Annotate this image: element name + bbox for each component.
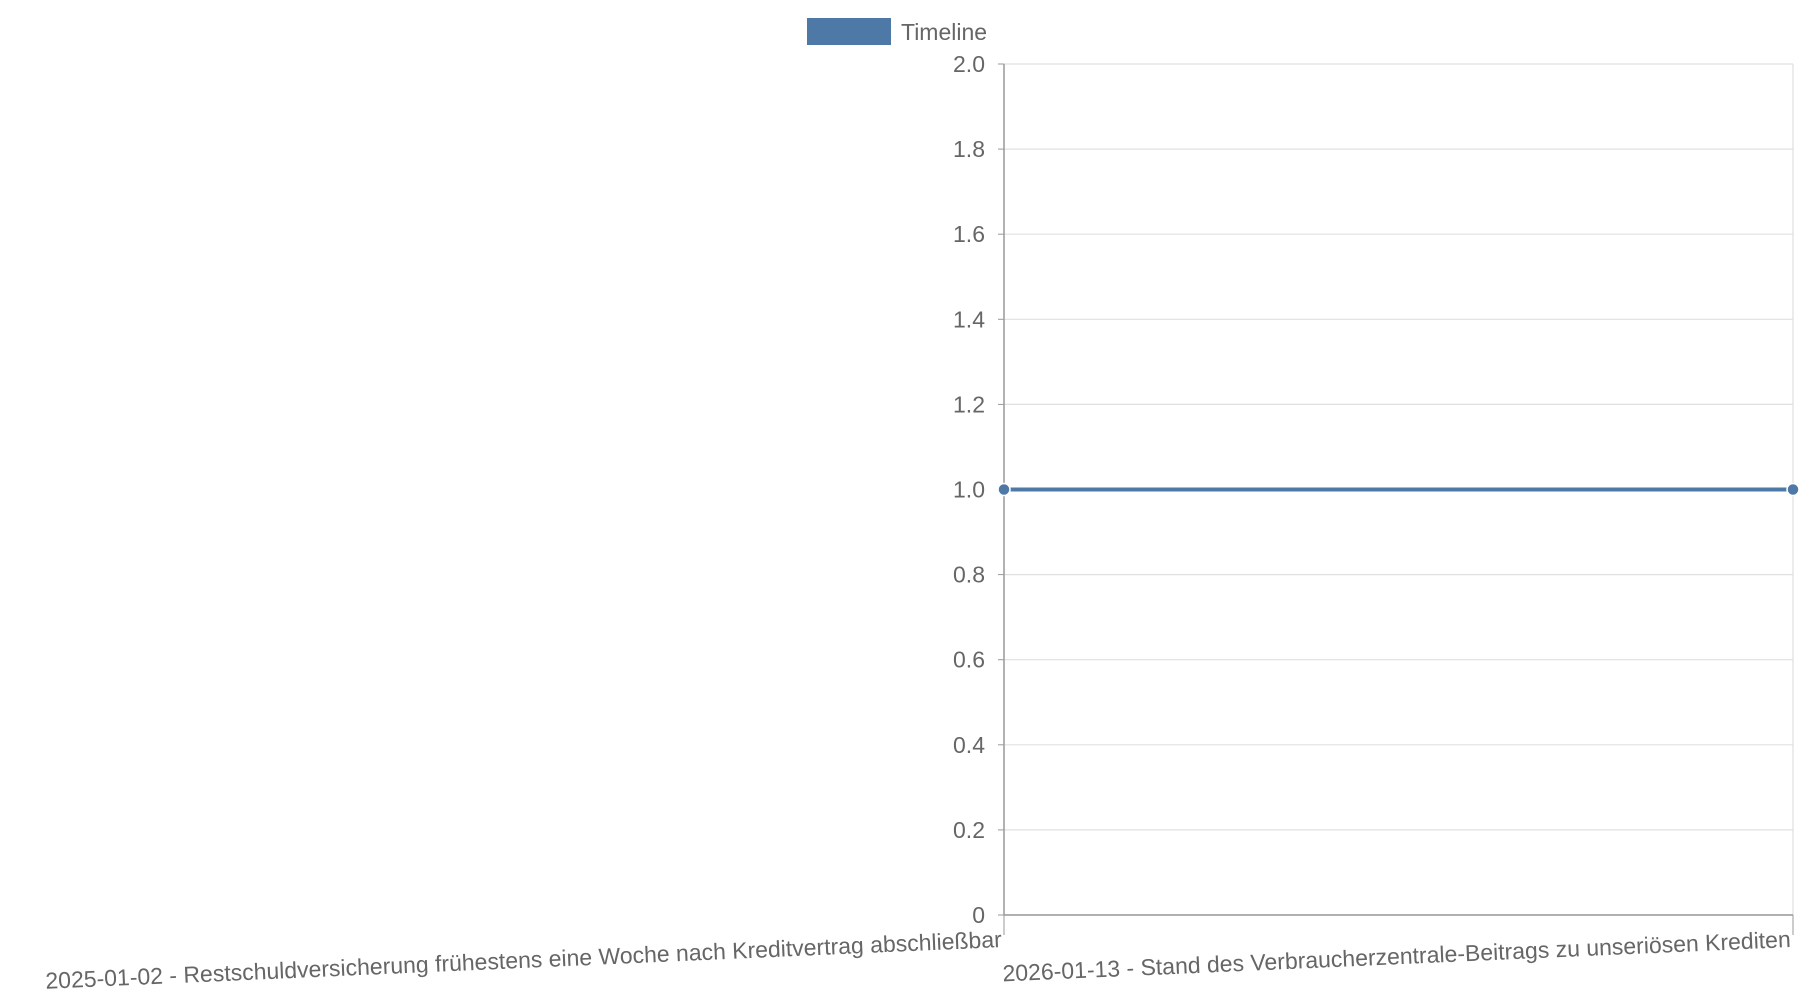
- legend-label: Timeline: [901, 19, 987, 45]
- x-tick-labels: 2025-01-02 - Restschuldversicherung früh…: [45, 915, 1794, 994]
- y-tick-label: 0.2: [953, 817, 985, 843]
- y-tick-label: 1.4: [953, 306, 985, 332]
- y-tick-label: 0.8: [953, 562, 985, 588]
- y-tick-label: 0.4: [953, 732, 985, 758]
- y-tick-label: 2.0: [953, 51, 985, 77]
- x-tick-label: 2026-01-13 - Stand des Verbraucherzentra…: [1002, 926, 1791, 986]
- data-point[interactable]: [997, 482, 1011, 497]
- y-tick-labels: 0 0.2 0.4 0.6 0.8 1.0 1.2 1.4 1.6 1.8 2.0: [953, 51, 1004, 928]
- y-tick-label: 0: [972, 902, 985, 928]
- legend[interactable]: Timeline: [807, 18, 987, 45]
- y-tick-label: 1.0: [953, 477, 985, 503]
- x-tick-label: 2025-01-02 - Restschuldversicherung früh…: [45, 926, 1003, 994]
- data-point[interactable]: [1786, 482, 1800, 497]
- legend-swatch: [807, 18, 891, 45]
- y-tick-label: 0.6: [953, 647, 985, 673]
- y-tick-label: 1.8: [953, 136, 985, 162]
- y-tick-label: 1.6: [953, 221, 985, 247]
- y-tick-label: 1.2: [953, 391, 985, 417]
- series-layer: [997, 482, 1800, 497]
